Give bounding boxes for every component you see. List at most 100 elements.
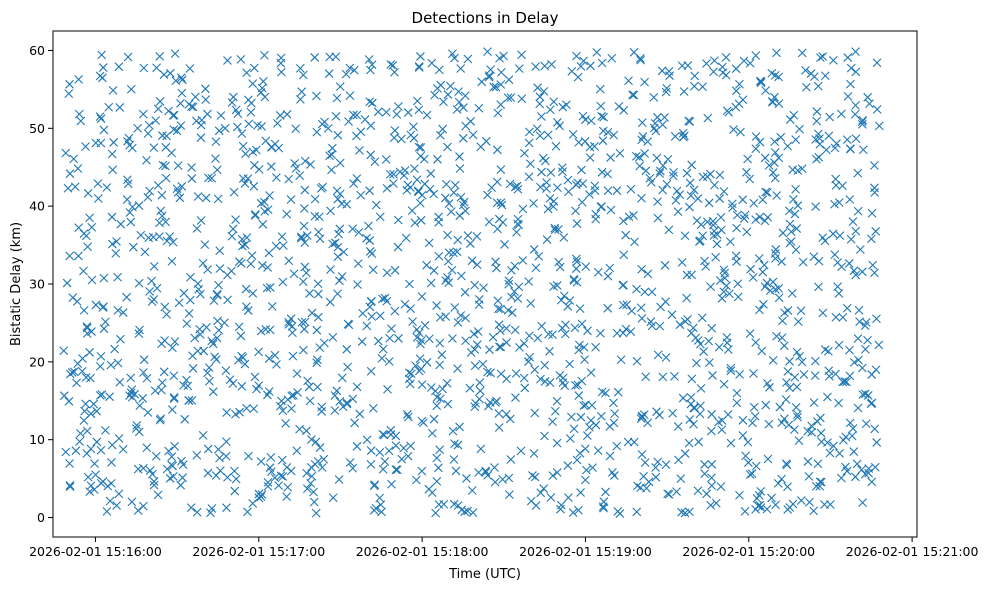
data-point	[331, 111, 341, 121]
data-point	[492, 198, 502, 208]
data-point	[171, 76, 181, 86]
data-point	[846, 234, 856, 244]
data-point	[745, 470, 755, 479]
data-point	[123, 136, 132, 146]
data-point	[220, 123, 230, 133]
data-point	[201, 95, 211, 104]
data-point	[609, 418, 619, 428]
data-point	[332, 186, 342, 196]
data-point	[770, 158, 779, 167]
data-point	[715, 170, 725, 180]
data-point	[512, 181, 522, 191]
data-point	[580, 355, 589, 364]
data-point	[715, 276, 725, 285]
data-point	[777, 257, 787, 266]
data-point	[499, 51, 509, 61]
data-point	[443, 399, 453, 409]
data-point	[493, 296, 503, 306]
data-point	[483, 470, 493, 480]
data-point	[65, 481, 75, 490]
data-point	[342, 344, 352, 354]
data-point	[233, 109, 243, 119]
data-point	[365, 97, 375, 107]
data-point	[292, 369, 302, 378]
data-point	[236, 331, 246, 341]
data-point	[768, 168, 778, 177]
data-point	[686, 328, 696, 338]
data-point	[438, 124, 448, 134]
data-point	[845, 371, 855, 381]
data-point	[447, 265, 457, 275]
data-point	[835, 231, 845, 240]
data-point	[371, 200, 381, 210]
data-point	[193, 192, 203, 201]
data-point	[596, 328, 605, 338]
data-point	[332, 93, 342, 103]
data-point	[491, 398, 500, 407]
data-point	[446, 81, 455, 91]
data-point	[79, 266, 88, 276]
data-point	[777, 418, 787, 428]
data-point	[332, 386, 342, 396]
data-point	[785, 238, 795, 248]
data-point	[380, 293, 390, 303]
data-point	[709, 67, 718, 77]
data-point	[265, 283, 275, 292]
data-point	[242, 302, 251, 311]
data-point	[416, 339, 425, 349]
data-point	[566, 412, 576, 422]
data-point	[581, 262, 591, 271]
data-point	[829, 441, 838, 451]
data-point	[689, 81, 699, 91]
data-point	[237, 234, 247, 244]
data-point	[143, 129, 153, 138]
data-point	[860, 321, 870, 331]
y-axis-title: Bistatic Delay (km)	[9, 222, 24, 346]
data-point	[577, 376, 587, 386]
data-point	[357, 337, 367, 346]
data-point	[455, 211, 465, 221]
data-point	[494, 409, 504, 418]
data-point	[785, 383, 794, 393]
data-point	[448, 426, 458, 436]
data-point	[584, 189, 594, 199]
data-point	[739, 214, 749, 223]
data-point	[838, 377, 848, 387]
data-point	[204, 173, 213, 183]
data-point	[176, 98, 185, 108]
data-point	[344, 320, 354, 330]
data-point	[448, 334, 457, 343]
data-point	[801, 82, 811, 92]
data-point	[417, 466, 427, 476]
data-point	[733, 292, 743, 302]
data-point	[313, 355, 322, 365]
data-point	[804, 471, 814, 481]
data-point	[456, 192, 466, 202]
data-point	[244, 119, 254, 129]
data-point	[262, 283, 272, 293]
data-point	[810, 72, 819, 81]
data-point	[270, 139, 280, 149]
data-point	[809, 398, 819, 407]
data-point	[579, 56, 588, 66]
data-point	[556, 500, 566, 510]
data-point	[736, 127, 745, 137]
data-point	[133, 506, 143, 515]
data-point	[783, 367, 793, 376]
data-point	[152, 283, 162, 293]
data-point	[442, 378, 452, 388]
data-point	[609, 130, 619, 140]
data-point	[435, 360, 445, 370]
data-point	[472, 260, 482, 270]
data-point	[732, 398, 742, 408]
data-point	[207, 173, 217, 183]
data-point	[333, 130, 343, 140]
data-point	[68, 293, 78, 302]
data-point	[190, 333, 200, 343]
data-point	[282, 492, 292, 502]
data-point	[448, 49, 457, 59]
data-point	[484, 71, 494, 80]
data-point	[683, 61, 693, 70]
y-tick-label: 60	[29, 43, 45, 58]
data-point	[277, 396, 286, 406]
